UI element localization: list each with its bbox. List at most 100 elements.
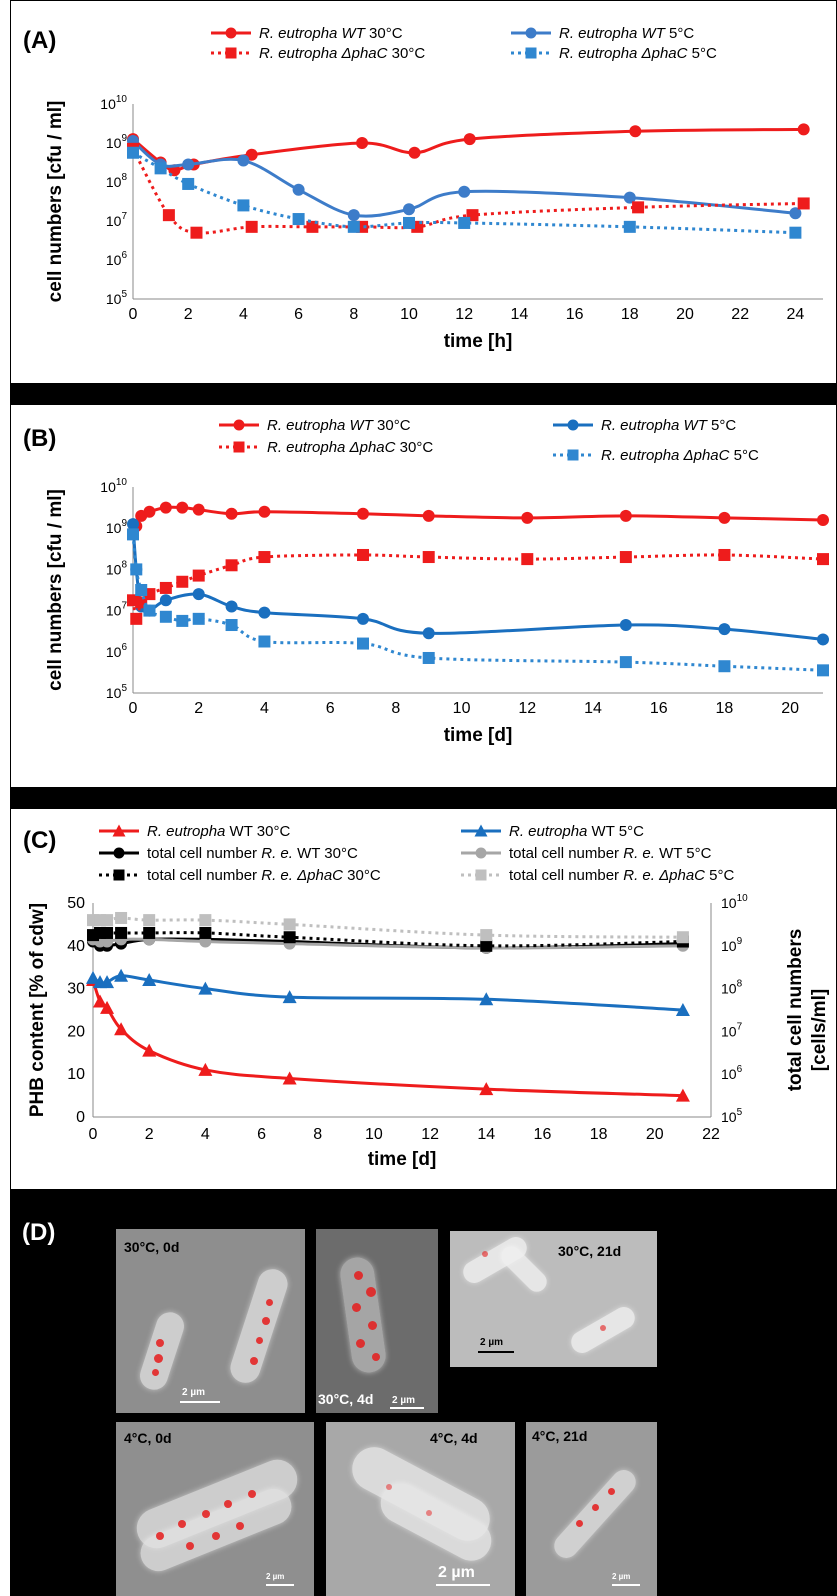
- data-point: [632, 201, 645, 214]
- legend-entry: R. eutropha ΔphaC 5°C: [511, 45, 717, 62]
- legend-entry: R. eutropha WT 5°C: [511, 25, 694, 42]
- x-tick-label: 16: [534, 1126, 552, 1143]
- data-point: [479, 992, 494, 1006]
- x-tick-label: 10: [400, 306, 418, 323]
- data-point: [198, 981, 213, 995]
- legend-entry: total cell number R. e. WT 30°C: [99, 845, 358, 862]
- data-point: [817, 513, 829, 526]
- y-tick-label: 109: [106, 518, 128, 536]
- bacterium-cell: [136, 1308, 188, 1394]
- data-point: [94, 926, 107, 939]
- phb-granule: [154, 1354, 163, 1363]
- data-point: [130, 612, 143, 625]
- legend-label: R. eutropha WT 30°C: [267, 417, 411, 434]
- y2-tick-label: 107: [721, 1021, 743, 1039]
- x-tick-label: 22: [731, 306, 749, 323]
- series-line: [93, 916, 683, 939]
- y2-axis-title-line2: [cells/ml]: [809, 989, 830, 1071]
- series-line: [92, 974, 683, 1012]
- x-tick-label: 10: [365, 1126, 383, 1143]
- y-tick-label: 1010: [100, 94, 127, 112]
- data-point: [629, 125, 642, 138]
- phb-granule: [224, 1500, 232, 1508]
- data-point: [114, 1022, 129, 1036]
- x-tick-label: 20: [676, 306, 694, 323]
- panel-b: 1010 109 108 107 106 105 0 2 4 6 8 10 12 14 16 18 20 cell…: [10, 404, 837, 788]
- x-tick-label: 18: [590, 1126, 608, 1143]
- phb-granule: [256, 1337, 263, 1344]
- x-tick-label: 0: [129, 306, 138, 323]
- data-point: [127, 518, 139, 531]
- y-tick-label: 109: [106, 133, 128, 151]
- data-point: [797, 197, 810, 210]
- data-point: [190, 226, 203, 239]
- phb-granule: [608, 1488, 615, 1495]
- data-point: [675, 1003, 690, 1016]
- phb-granule: [186, 1542, 194, 1550]
- x-tick-label: 12: [455, 306, 473, 323]
- phb-granule: [156, 1339, 164, 1347]
- legend-label: total cell number R. e. WT 30°C: [147, 845, 358, 862]
- y2-tick-label: 108: [721, 979, 743, 997]
- data-point: [283, 931, 296, 944]
- data-point: [422, 627, 435, 640]
- x-tick-label: 4: [239, 306, 248, 323]
- legend-marker: [475, 847, 487, 859]
- legend-entry: total cell number R. e. WT 5°C: [461, 845, 712, 862]
- bacterium-cell: [549, 1465, 641, 1563]
- scale-bar-label: 2 µm: [612, 1572, 631, 1581]
- data-point: [192, 612, 205, 625]
- phb-granule: [592, 1504, 599, 1511]
- x-axis-title: time [h]: [444, 331, 513, 352]
- data-point: [480, 939, 493, 952]
- data-point: [718, 548, 731, 561]
- data-point: [176, 575, 189, 588]
- scale-bar: [436, 1584, 490, 1586]
- micrograph-label: 30°C, 4d: [318, 1391, 374, 1407]
- separator: [10, 1190, 837, 1207]
- data-point: [623, 191, 636, 204]
- phb-granule: [576, 1520, 583, 1527]
- data-point: [198, 1062, 213, 1076]
- data-point: [159, 581, 172, 594]
- legend-label: R. eutropha ΔphaC 30°C: [267, 439, 433, 456]
- bacterium-cell: [226, 1265, 292, 1387]
- panel-a-label: (A): [23, 27, 57, 54]
- data-point: [623, 220, 636, 233]
- data-point: [192, 503, 205, 516]
- phb-granule: [248, 1490, 256, 1498]
- legend-label: total cell number R. e. ΔphaC 5°C: [509, 867, 735, 884]
- data-point: [817, 553, 829, 566]
- data-point: [283, 918, 296, 931]
- legend-marker: [474, 824, 488, 837]
- phb-granule: [368, 1321, 377, 1330]
- scale-bar-label: 2 µm: [266, 1572, 285, 1581]
- legend-marker: [225, 47, 237, 59]
- phb-granule: [482, 1251, 488, 1257]
- data-point: [159, 501, 172, 514]
- data-point: [282, 1071, 297, 1085]
- y2-tick-label: 105: [721, 1107, 743, 1125]
- phb-granule: [250, 1357, 258, 1365]
- data-point: [142, 1043, 157, 1057]
- x-tick-label: 4: [260, 700, 269, 717]
- data-point: [182, 177, 195, 190]
- data-point: [306, 220, 319, 233]
- x-tick-label: 14: [584, 700, 602, 717]
- panel-c: 50 40 30 20 10 0 1010 109 108 107 106 105 0 2 4 6 8 10 12 1…: [10, 808, 837, 1190]
- y2-tick-label: 109: [721, 936, 743, 954]
- y-tick-label: 10: [67, 1066, 85, 1083]
- legend-label: R. eutropha WT 30°C: [259, 25, 403, 42]
- data-point: [258, 635, 271, 648]
- data-point: [93, 994, 108, 1008]
- data-point: [101, 926, 114, 939]
- x-tick-label: 14: [511, 306, 529, 323]
- legend-marker: [112, 824, 126, 837]
- phb-granule: [426, 1510, 432, 1516]
- data-point: [282, 990, 297, 1004]
- data-point: [619, 619, 632, 632]
- data-point: [422, 509, 435, 522]
- y-tick-label: 0: [76, 1109, 85, 1126]
- data-point: [292, 183, 305, 196]
